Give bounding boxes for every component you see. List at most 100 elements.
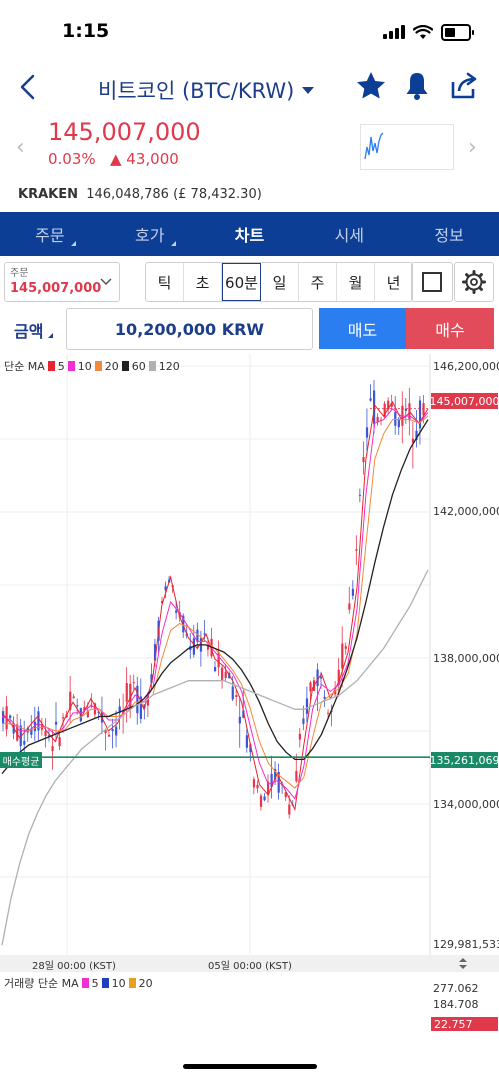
candle-body [203,633,206,635]
period-month[interactable]: 월 [337,263,375,301]
candle-body [231,686,234,700]
square-icon [422,272,442,292]
exchange-row: KRAKEN 146,048,786 (£ 78,432.30) [18,187,262,202]
candle-body [76,705,79,707]
period-tick[interactable]: 틱 [146,263,184,301]
period-60min[interactable]: 60분 [222,263,261,301]
bell-icon[interactable] [401,70,433,102]
ma60-swatch [121,361,129,371]
next-coin-icon[interactable]: › [468,135,477,160]
candle-body [397,418,400,428]
y-axis-label: 146,200,000 [433,360,499,373]
candle-body [164,586,167,591]
candle-body [118,706,121,713]
resize-handle-icon[interactable] [457,957,469,970]
x-axis-label: 05일 00:00 (KST) [208,961,292,972]
candle-body [337,669,340,685]
candle-body [30,728,33,735]
price-chart[interactable] [0,354,499,955]
candle-body [238,716,241,724]
candle-body [305,698,309,714]
mini-chart[interactable] [360,124,454,170]
chevron-down-icon[interactable] [100,278,112,286]
candle-body [242,710,245,718]
candle-body [19,725,22,747]
vol-ma5-swatch [81,978,89,988]
back-icon[interactable] [14,72,44,102]
candle-body [129,683,132,708]
ma-line-120 [1,569,429,946]
tab-chart[interactable]: 차트 [234,226,265,245]
candle-body [263,796,266,801]
prev-coin-icon[interactable]: ‹ [16,135,25,160]
candle-body [111,729,114,732]
candle-body [320,676,323,679]
candle-body [348,603,351,610]
candle-body [104,730,107,734]
vol-ma10-label: 10 [111,976,126,990]
vol-ma20-swatch [128,978,136,988]
candle-body [86,710,89,718]
amount-type-caret-icon [48,333,53,338]
candle-body [302,718,305,724]
candle-body [383,403,386,418]
amount-input[interactable]: 10,200,000 KRW [66,308,313,350]
volume-legend: 거래량 단순 MA 5 10 20 [4,975,153,991]
candle-body [44,731,47,737]
share-icon[interactable] [448,70,480,102]
period-week[interactable]: 주 [299,263,337,301]
gear-icon [462,270,486,294]
sell-button[interactable]: 매도 [319,308,406,349]
current-price: 145,007,000 [48,118,201,146]
candle-body [150,674,153,683]
tab-order[interactable]: 주문 [0,212,100,256]
candle-body [139,696,142,719]
candle-body [422,403,425,416]
candle-body [295,771,298,782]
candle-body [267,781,270,795]
average-buy-price-tag: 135,261,069 [429,752,499,768]
ma10-label: 10 [77,359,92,373]
candle-body [327,712,330,714]
candle-body [249,744,252,753]
candle-body [288,804,291,815]
candle-body [217,652,220,668]
coin-title-selector[interactable]: 비트코인 (BTC/KRW) [98,75,315,105]
tab-quotes[interactable]: 시세 [334,226,365,245]
status-time: 1:15 [62,20,110,42]
change-percent: 0.03% [48,150,96,168]
x-axis-label: 28일 00:00 (KST) [32,961,116,972]
order-price-selector[interactable] [4,262,120,302]
ma-legend: 단순 MA 5 10 20 60 120 [4,358,180,374]
candle-body [83,707,86,712]
candle-body [355,549,358,551]
buy-button[interactable]: 매수 [406,308,494,349]
ma20-label: 20 [104,359,119,373]
candle-body [259,795,263,807]
ma5-swatch [47,361,55,371]
tab-info[interactable]: 정보 [434,226,464,245]
candle-body [182,615,185,633]
tab-orderbook[interactable]: 호가 [100,212,200,256]
candle-body [196,629,199,643]
ma120-label: 120 [158,359,180,373]
ma120-swatch [148,361,156,371]
period-year[interactable]: 년 [386,273,401,292]
main-tabs: 주문 호가 차트 시세 정보 [0,212,499,256]
period-second[interactable]: 초 [184,263,222,301]
candle-body [369,398,372,401]
candle-body [47,735,51,737]
settings-button[interactable] [454,262,494,302]
star-icon[interactable] [355,70,387,102]
ma-line-5 [1,400,429,812]
candle-body [344,646,347,649]
candle-body [214,667,217,672]
candle-body [274,768,277,780]
status-icons [383,22,474,42]
y-axis-label: 142,000,000 [433,505,499,518]
amount-type-label[interactable]: 금액 [14,322,44,341]
chart-type-button[interactable] [411,262,453,302]
candle-body [108,734,111,737]
x-axis-strip [0,955,499,972]
period-day[interactable]: 일 [261,263,299,301]
